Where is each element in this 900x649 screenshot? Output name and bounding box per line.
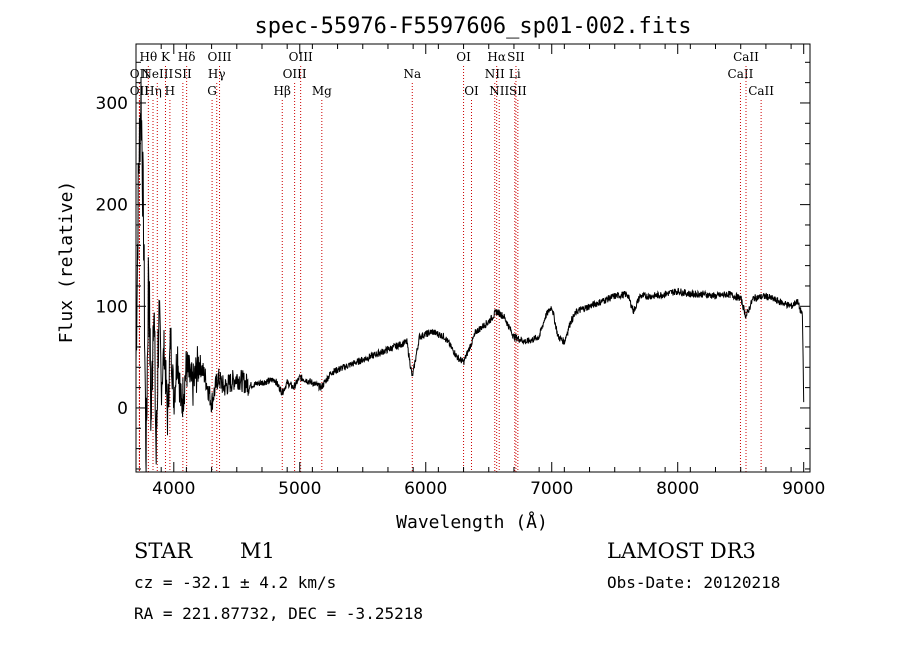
y-tick-label: 0 bbox=[117, 399, 128, 419]
redshift-velocity: cz = -32.1 ± 4.2 km/s bbox=[134, 573, 337, 592]
x-tick-label: 8000 bbox=[656, 479, 699, 499]
line-marker-label: Li bbox=[509, 67, 521, 81]
line-marker-label: Hη bbox=[144, 84, 162, 98]
x-axis-label: Wavelength (Å) bbox=[396, 511, 548, 533]
line-marker-label: Hδ bbox=[178, 50, 196, 64]
y-tick-label: 100 bbox=[96, 297, 128, 317]
spectrum-line bbox=[135, 77, 805, 473]
x-tick-label: 6000 bbox=[404, 479, 447, 499]
line-marker-label: CaII bbox=[733, 50, 759, 64]
x-tick-label: 9000 bbox=[782, 479, 825, 499]
coordinates: RA = 221.87732, DEC = -3.25218 bbox=[134, 604, 423, 623]
line-marker-label: OI bbox=[464, 84, 479, 98]
line-marker-label: SII bbox=[174, 67, 192, 81]
x-tick-label: 7000 bbox=[530, 479, 573, 499]
line-marker-label: OI bbox=[456, 50, 471, 64]
line-marker-label: OII bbox=[130, 67, 150, 81]
line-marker-label: OIII bbox=[283, 67, 307, 81]
line-marker-label: CaII bbox=[748, 84, 774, 98]
spectrum-series bbox=[135, 77, 805, 473]
x-axis: 4000 5000 6000 7000 8000 9000 bbox=[135, 44, 825, 499]
line-markers: OII OII Hθ Hη NeIII K H SII Hδ G Hγ OIII Hβ OIII OIII M… bbox=[130, 50, 774, 472]
plot-frame bbox=[135, 43, 811, 473]
survey-label: LAMOST DR3 bbox=[607, 539, 756, 563]
line-marker-label: NII bbox=[489, 84, 509, 98]
y-tick-label: 300 bbox=[96, 94, 128, 114]
line-marker-label: Mg bbox=[312, 84, 332, 98]
line-marker-label: Na bbox=[403, 67, 421, 81]
line-marker-label: SII bbox=[507, 50, 525, 64]
x-tick-label: 5000 bbox=[278, 479, 321, 499]
line-marker-label: Hα bbox=[487, 50, 506, 64]
line-marker-label: OIII bbox=[207, 50, 231, 64]
chart-title: spec-55976-F5597606_sp01-002.fits bbox=[254, 14, 691, 39]
line-marker-label: OIII bbox=[289, 50, 313, 64]
x-tick-label: 4000 bbox=[152, 479, 195, 499]
y-axis-label: Flux (relative) bbox=[56, 181, 77, 344]
line-marker-label: Hγ bbox=[208, 67, 226, 81]
line-marker-label: CaII bbox=[728, 67, 754, 81]
object-class: STAR bbox=[134, 539, 193, 563]
line-marker-label: SII bbox=[509, 84, 527, 98]
line-marker-label: G bbox=[207, 84, 217, 98]
line-marker-label: Hβ bbox=[274, 84, 291, 98]
observation-date: Obs-Date: 20120218 bbox=[607, 573, 781, 592]
line-marker-label: H bbox=[165, 84, 175, 98]
line-marker-label: NeIII bbox=[141, 67, 173, 81]
line-marker-label: K bbox=[161, 50, 171, 64]
y-axis: 0 100 200 300 bbox=[96, 61, 810, 470]
line-marker-label: NII bbox=[485, 67, 505, 81]
y-tick-label: 200 bbox=[96, 196, 128, 216]
line-marker-label: OII bbox=[130, 84, 150, 98]
line-marker-label: Hθ bbox=[139, 50, 157, 64]
object-subclass: M1 bbox=[240, 539, 275, 563]
